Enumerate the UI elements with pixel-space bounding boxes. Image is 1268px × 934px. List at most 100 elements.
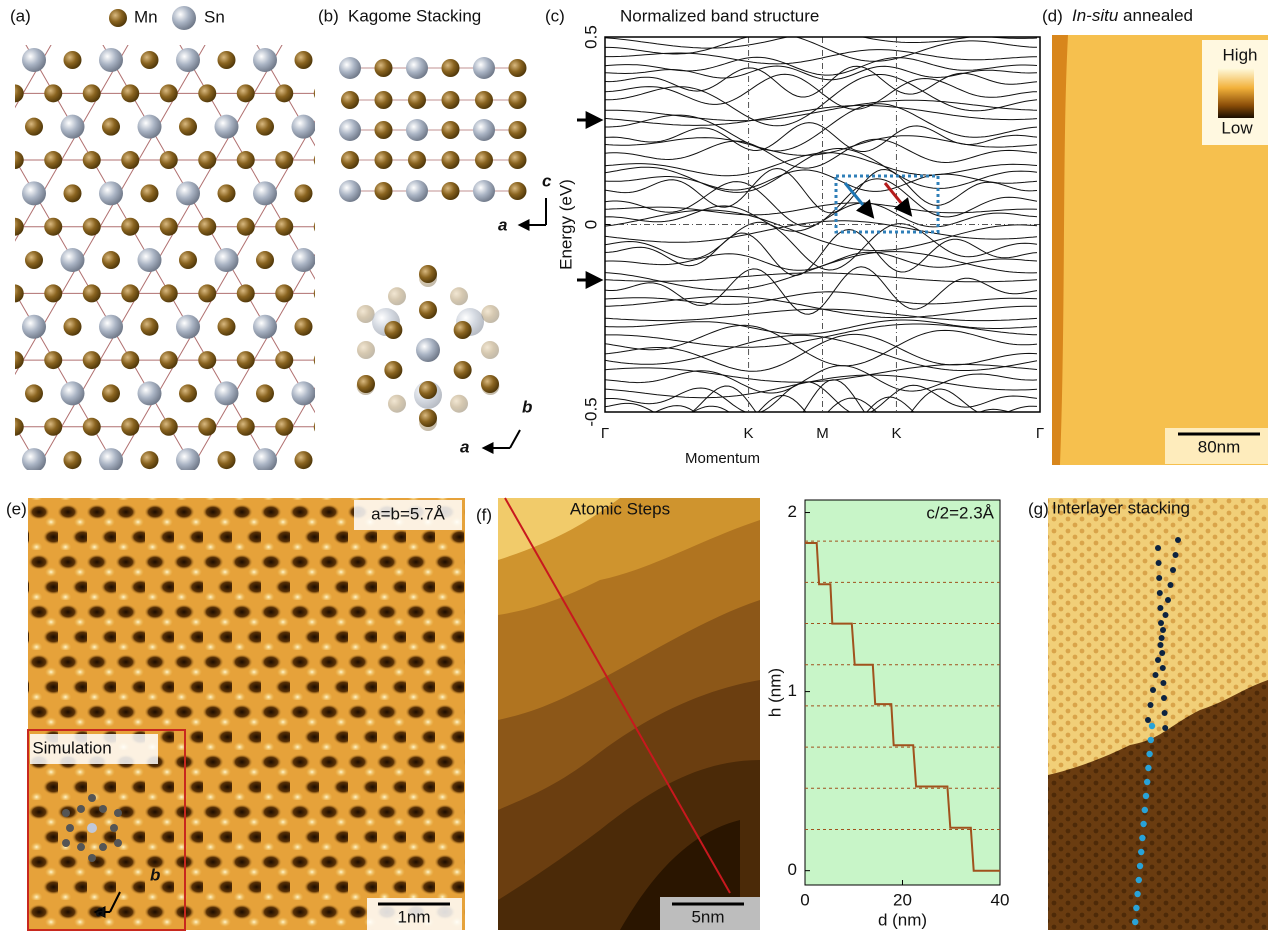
arrow-red xyxy=(885,183,910,214)
marker-light xyxy=(1139,835,1145,841)
band xyxy=(605,50,1037,64)
legend-sn-icon xyxy=(172,6,196,30)
sn-atom xyxy=(99,315,123,339)
y-tick-label: -0.5 xyxy=(581,397,600,426)
marker-light xyxy=(1138,849,1144,855)
mn-atom xyxy=(0,451,5,469)
mn-atom xyxy=(295,318,313,336)
marker-dark xyxy=(1159,635,1165,641)
lattice-label: a=b=5.7Å xyxy=(371,504,445,523)
mn-atom xyxy=(198,218,216,236)
sn-atom xyxy=(253,48,277,72)
mn-atom xyxy=(237,351,255,369)
x-tick-label: Γ xyxy=(601,425,609,442)
sn-atom xyxy=(407,448,431,472)
mn-atom xyxy=(275,284,293,302)
mn-atom xyxy=(218,51,236,69)
mn-atom xyxy=(141,184,159,202)
sim-atom xyxy=(87,823,97,833)
mn-atom xyxy=(314,151,332,169)
mn-atom xyxy=(160,351,178,369)
mn-atom xyxy=(333,251,351,269)
mn-atom xyxy=(198,351,216,369)
axis-arrows xyxy=(484,430,520,448)
mn-atom xyxy=(375,121,393,139)
mn-atom xyxy=(375,182,393,200)
sn-atom xyxy=(0,115,8,139)
sn-atom xyxy=(446,0,470,5)
sn-atom xyxy=(22,181,46,205)
mn-atom xyxy=(6,151,24,169)
sn-atom xyxy=(99,448,123,472)
mn-atom xyxy=(64,51,82,69)
mn-atom xyxy=(179,0,197,2)
mn-atom xyxy=(218,318,236,336)
mn-atom xyxy=(419,409,437,427)
mn-atom xyxy=(0,51,5,69)
mn-atom xyxy=(419,265,437,283)
mn-atom xyxy=(198,418,216,436)
sn-atom xyxy=(138,248,162,272)
marker-dark xyxy=(1148,702,1154,708)
mn-atom xyxy=(121,418,139,436)
sn-atom xyxy=(61,381,85,405)
mn-atom xyxy=(6,284,24,302)
sn-atom xyxy=(406,57,428,79)
mn-atom xyxy=(442,59,460,77)
sn-atom xyxy=(253,315,277,339)
sn-atom xyxy=(99,181,123,205)
mn-atom xyxy=(141,451,159,469)
sn-atom xyxy=(176,315,200,339)
mn-atom xyxy=(375,59,393,77)
sim-atom xyxy=(62,809,70,817)
marker-dark xyxy=(1173,552,1179,558)
marker-dark xyxy=(1163,612,1169,618)
band xyxy=(605,179,1037,227)
mn-atom xyxy=(295,451,313,469)
mn-atom xyxy=(391,218,409,236)
mn-atom xyxy=(442,151,460,169)
mn-atom xyxy=(275,18,293,36)
sim-atom xyxy=(77,843,85,851)
sn-atom xyxy=(406,119,428,141)
mn-atom xyxy=(160,284,178,302)
sn-atom xyxy=(416,338,440,362)
mn-atom xyxy=(64,318,82,336)
axis-label: b xyxy=(150,865,160,884)
mn-atom xyxy=(509,151,527,169)
sn-atom xyxy=(406,180,428,202)
sn-atom xyxy=(473,180,495,202)
panel-label: (c) xyxy=(545,6,565,25)
sn-atom xyxy=(215,115,239,139)
mn-atom xyxy=(442,121,460,139)
mn-atom xyxy=(64,184,82,202)
marker-dark xyxy=(1161,695,1167,701)
band xyxy=(605,66,1037,80)
sn-atom xyxy=(61,0,85,5)
annotation: c/2=2.3Å xyxy=(926,503,994,522)
mn-atom xyxy=(6,551,24,569)
mn-atom xyxy=(141,51,159,69)
panel-title: Kagome Stacking xyxy=(348,6,481,25)
mn-atom xyxy=(83,84,101,102)
stacking-top-view xyxy=(357,265,500,431)
mn-atom xyxy=(237,18,255,36)
sim-atom xyxy=(114,809,122,817)
marker-dark xyxy=(1155,545,1161,551)
mn-atom xyxy=(454,321,472,339)
sn-atom xyxy=(330,448,354,472)
sim-atom xyxy=(88,854,96,862)
sn-atom xyxy=(22,448,46,472)
mn-atom xyxy=(102,118,120,136)
marker-dark xyxy=(1157,605,1163,611)
mn-atom xyxy=(384,321,402,339)
band xyxy=(605,273,1037,282)
marker-dark xyxy=(1153,672,1159,678)
mn-atom xyxy=(179,384,197,402)
mn-atom xyxy=(275,418,293,436)
sn-atom xyxy=(339,180,361,202)
mn-atom xyxy=(218,451,236,469)
mn-atom xyxy=(314,284,332,302)
sn-atom xyxy=(138,115,162,139)
mn-atom xyxy=(102,0,120,2)
